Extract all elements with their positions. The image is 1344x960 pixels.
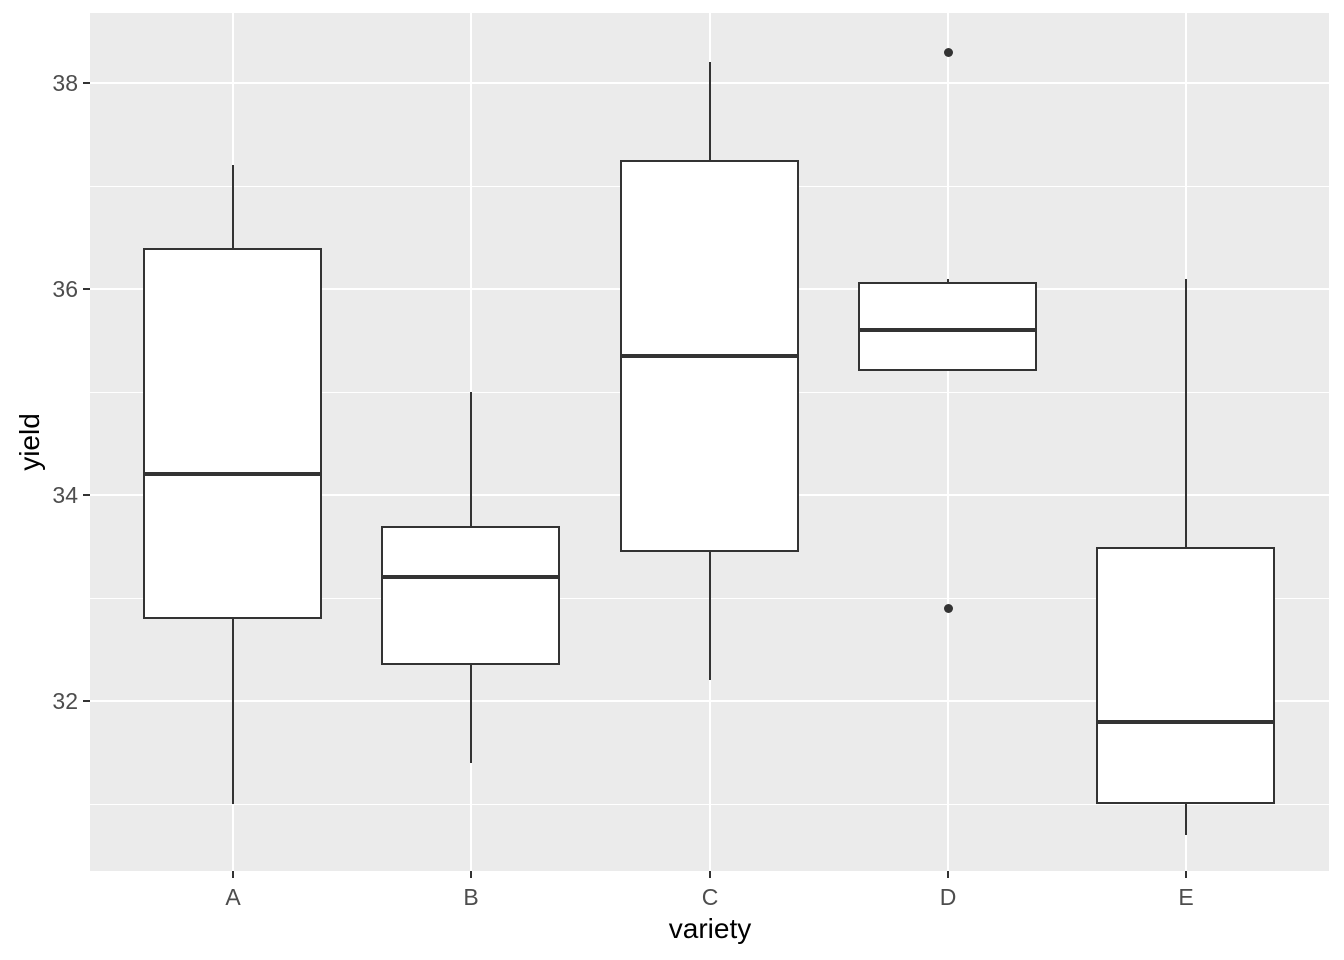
whisker-lower-B (470, 664, 472, 763)
y-tick-label: 34 (52, 482, 78, 508)
whisker-lower-E (1185, 803, 1187, 835)
whisker-upper-C (709, 62, 711, 161)
x-tick-label: B (463, 884, 479, 910)
outlier-point-D (944, 48, 953, 57)
y-tick-label: 38 (52, 70, 78, 96)
y-axis-title: yield (14, 413, 45, 471)
box-D (858, 282, 1037, 371)
median-C (620, 354, 799, 358)
whisker-upper-D (947, 279, 949, 283)
y-tick (83, 288, 90, 290)
whisker-lower-C (709, 551, 711, 680)
outlier-point-D (944, 604, 953, 613)
y-tick-label: 32 (52, 688, 78, 714)
x-tick-label: E (1178, 884, 1194, 910)
box-B (381, 526, 560, 665)
median-E (1096, 720, 1275, 724)
x-tick-label: D (939, 884, 957, 910)
box-E (1096, 547, 1275, 804)
whisker-lower-A (232, 618, 234, 804)
x-tick (470, 871, 472, 878)
gridline-major-x (947, 13, 949, 871)
x-tick (947, 871, 949, 878)
x-tick (232, 871, 234, 878)
y-tick (83, 82, 90, 84)
whisker-upper-B (470, 392, 472, 527)
box-A (143, 248, 322, 619)
y-tick-label: 36 (52, 276, 78, 302)
median-A (143, 472, 322, 476)
x-tick-label: C (701, 884, 719, 910)
median-D (858, 328, 1037, 332)
x-tick-label: A (225, 884, 241, 910)
y-tick (83, 494, 90, 496)
y-tick (83, 700, 90, 702)
x-tick (709, 871, 711, 878)
whisker-upper-A (232, 165, 234, 249)
median-B (381, 575, 560, 579)
whisker-upper-E (1185, 279, 1187, 548)
x-axis-title: variety (668, 913, 752, 944)
x-tick (1185, 871, 1187, 878)
